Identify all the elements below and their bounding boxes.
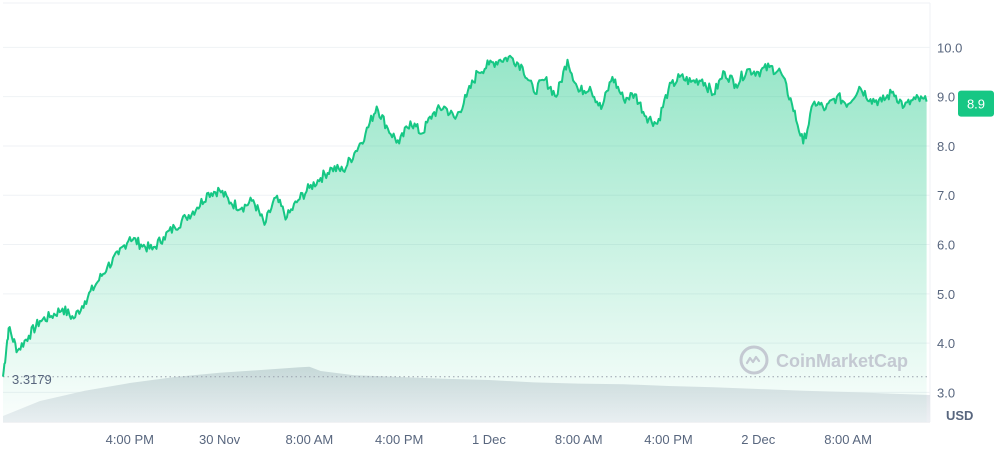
y-tick-label: 6.0: [937, 238, 955, 253]
watermark: CoinMarketCap: [739, 345, 908, 375]
current-price-badge: 8.9: [958, 90, 994, 117]
x-tick-label: 30 Nov: [199, 432, 241, 447]
y-tick-label: 4.0: [937, 336, 955, 351]
x-tick-label: 4:00 PM: [106, 432, 154, 447]
current-price-badge-bg: [958, 90, 994, 117]
x-tick-label: 8:00 AM: [824, 432, 872, 447]
x-axis: 4:00 PM 30 Nov 8:00 AM 4:00 PM 1 Dec 8:00 AM 4…: [106, 432, 872, 447]
y-axis: 10.0 9.0 8.0 7.0 6.0 5.0 4.0 3.0: [937, 40, 962, 400]
price-area: [3, 55, 927, 423]
x-tick-label: 4:00 PM: [644, 432, 692, 447]
current-price-badge-text: 8.9: [967, 97, 985, 112]
price-area-fill: [3, 55, 927, 423]
x-tick-label: 8:00 AM: [286, 432, 334, 447]
x-tick-label: 2 Dec: [741, 432, 775, 447]
y-tick-label: 8.0: [937, 139, 955, 154]
x-tick-label: 4:00 PM: [375, 432, 423, 447]
y-tick-label: 10.0: [937, 40, 962, 55]
open-price-label: 3.3179: [12, 372, 52, 387]
watermark-text: CoinMarketCap: [776, 351, 908, 371]
x-tick-label: 8:00 AM: [555, 432, 603, 447]
coinmarketcap-logo-icon: [739, 345, 769, 375]
y-tick-label: 9.0: [937, 90, 955, 105]
x-tick-label: 1 Dec: [472, 432, 506, 447]
y-tick-label: 7.0: [937, 188, 955, 203]
y-tick-label: 5.0: [937, 287, 955, 302]
unit-label: USD: [946, 408, 973, 423]
y-tick-label: 3.0: [937, 385, 955, 400]
price-line: [2, 54, 928, 377]
price-series-line: [2, 54, 928, 377]
